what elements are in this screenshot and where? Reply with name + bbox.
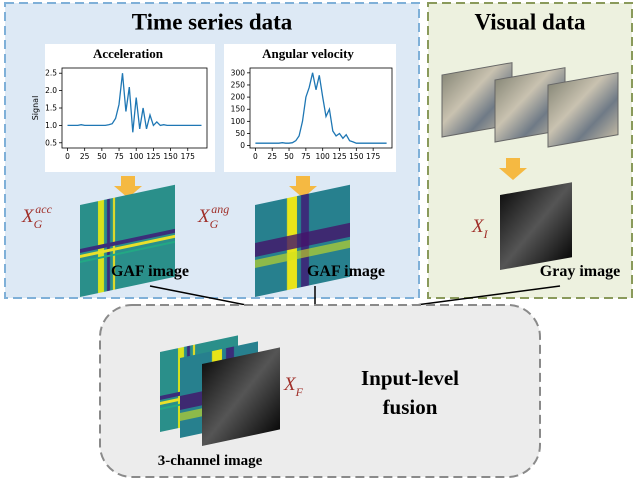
x-tick-label: 100 [129, 152, 144, 161]
y-tick-label: 0 [240, 141, 245, 150]
x-tick-label: 75 [301, 152, 311, 161]
panel-title: Visual data [475, 9, 586, 34]
x-tick-label: 0 [65, 152, 70, 161]
x-tick-label: 25 [267, 152, 277, 161]
x-tick-label: 175 [366, 152, 381, 161]
fusion-label: Input-level [361, 366, 459, 390]
caption: 3-channel image [158, 453, 263, 469]
x-tick-label: 50 [97, 152, 107, 161]
y-tick-label: 100 [231, 117, 246, 126]
y-tick-label: 0.5 [45, 138, 57, 147]
y-tick-label: 300 [231, 68, 246, 77]
y-tick-label: 250 [231, 80, 246, 89]
y-tick-label: 150 [231, 105, 246, 114]
frame [548, 73, 618, 147]
x-tick-label: 125 [146, 152, 161, 161]
x-tick-label: 150 [349, 152, 364, 161]
y-tick-label: 2.5 [45, 69, 57, 78]
channel-layer [202, 347, 280, 446]
y-tick-label: 2.0 [45, 86, 57, 95]
caption: Gray image [540, 263, 620, 280]
x-tick-label: 0 [253, 152, 258, 161]
chart-title: Acceleration [93, 46, 164, 61]
panel-title: Time series data [132, 9, 293, 34]
y-tick-label: 1.5 [45, 104, 57, 113]
x-tick-label: 50 [284, 152, 294, 161]
caption: GAF image [307, 263, 385, 280]
caption: GAF image [111, 263, 189, 280]
layer-texture [202, 347, 280, 446]
diagram: Time series data Visual data XGacc XGang… [0, 0, 636, 484]
gray-texture [500, 182, 572, 270]
x-tick-label: 100 [316, 152, 331, 161]
x-tick-label: 175 [181, 152, 196, 161]
x-tick-label: 125 [332, 152, 347, 161]
x-tick-label: 25 [80, 152, 90, 161]
y-tick-label: 50 [235, 129, 245, 138]
y-axis-label: Signal [31, 96, 40, 121]
chart-title: Angular velocity [262, 46, 354, 61]
fusion-label: fusion [383, 395, 438, 419]
gray-image [500, 182, 572, 270]
y-tick-label: 1.0 [45, 121, 57, 130]
x-tick-label: 75 [114, 152, 124, 161]
y-tick-label: 200 [231, 93, 246, 102]
x-tick-label: 150 [163, 152, 178, 161]
